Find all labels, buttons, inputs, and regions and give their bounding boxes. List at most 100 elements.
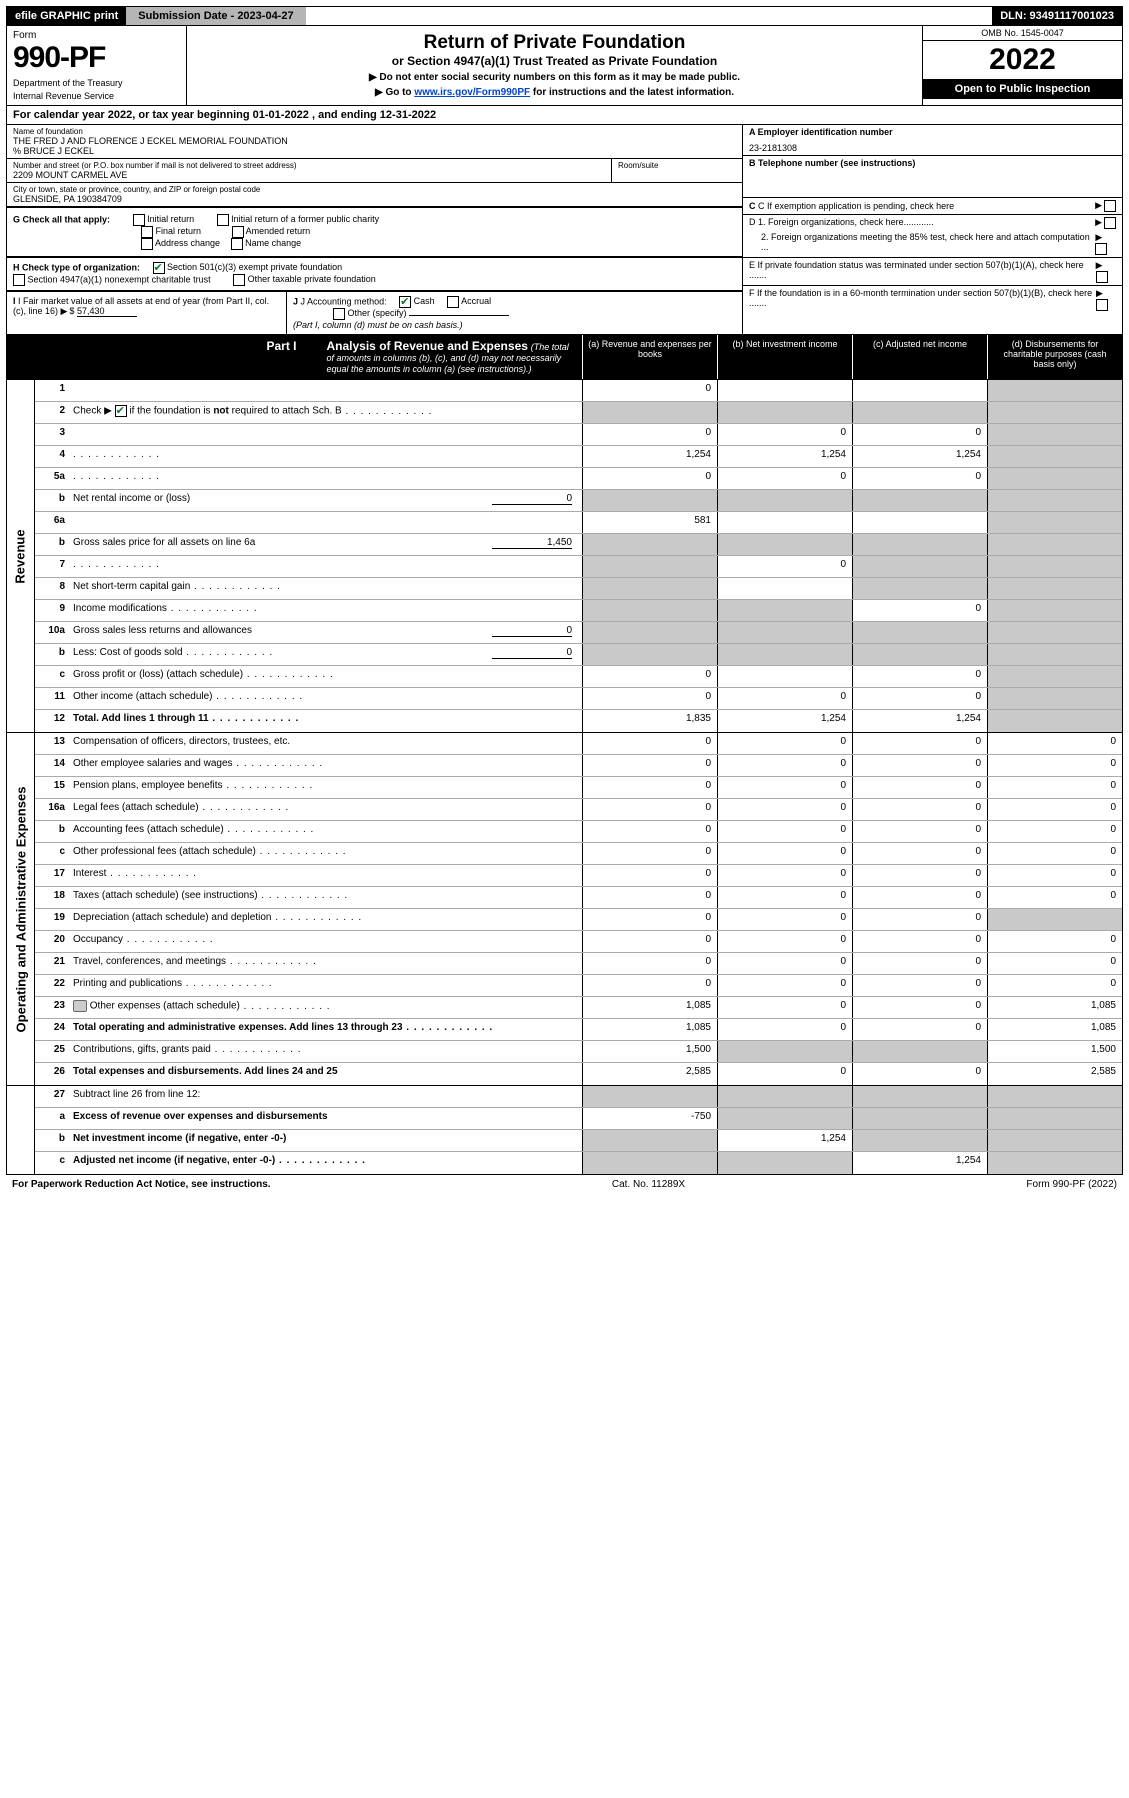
line-24: 24Total operating and administrative exp…: [35, 1019, 1122, 1041]
line-desc: Legal fees (attach schedule): [69, 799, 582, 820]
col-d: 0: [987, 865, 1122, 886]
col-a: [582, 644, 717, 665]
501c3-checkbox[interactable]: [153, 262, 165, 274]
col-c: 0: [852, 468, 987, 489]
col-a: [582, 534, 717, 555]
line-number: 13: [35, 733, 69, 754]
col-c: 0: [852, 931, 987, 952]
col-c: 1,254: [852, 446, 987, 467]
line-number: 21: [35, 953, 69, 974]
line-27: 27Subtract line 26 from line 12:: [35, 1086, 1122, 1108]
col-b: 0: [717, 799, 852, 820]
col-c: 0: [852, 997, 987, 1018]
line-1: 10: [35, 380, 1122, 402]
col-a: 0: [582, 666, 717, 687]
col-a: 1,500: [582, 1041, 717, 1062]
col-c: 0: [852, 843, 987, 864]
initial-return-checkbox[interactable]: [133, 214, 145, 226]
col-d: [987, 600, 1122, 621]
schb-checkbox[interactable]: [115, 405, 127, 417]
col-d: [987, 666, 1122, 687]
accrual-checkbox[interactable]: [447, 296, 459, 308]
part1-header: Part I Analysis of Revenue and Expenses …: [6, 335, 1123, 380]
address-change-checkbox[interactable]: [141, 238, 153, 250]
irs-link[interactable]: www.irs.gov/Form990PF: [414, 87, 530, 98]
other-method-checkbox[interactable]: [333, 308, 345, 320]
col-c: [852, 556, 987, 577]
line-desc: Depreciation (attach schedule) and deple…: [69, 909, 582, 930]
line-b: bLess: Cost of goods sold0: [35, 644, 1122, 666]
ein-value: 23-2181308: [749, 143, 1116, 153]
line-number: 2: [35, 402, 69, 423]
line-desc: Other employee salaries and wages: [69, 755, 582, 776]
col-b: [717, 622, 852, 643]
col-d: [987, 622, 1122, 643]
amended-return-checkbox[interactable]: [232, 226, 244, 238]
col-a: [582, 556, 717, 577]
submission-date: Submission Date - 2023-04-27: [126, 7, 305, 25]
line-desc: Accounting fees (attach schedule): [69, 821, 582, 842]
e-checkbox[interactable]: [1096, 271, 1108, 283]
col-b: 0: [717, 997, 852, 1018]
name-change-checkbox[interactable]: [231, 238, 243, 250]
d2-checkbox[interactable]: [1095, 243, 1107, 255]
former-public-charity-checkbox[interactable]: [217, 214, 229, 226]
final-return-checkbox[interactable]: [141, 226, 153, 238]
cash-checkbox[interactable]: [399, 296, 411, 308]
col-a-header: (a) Revenue and expenses per books: [582, 335, 717, 379]
line-16a: 16aLegal fees (attach schedule)0000: [35, 799, 1122, 821]
col-a: 0: [582, 468, 717, 489]
col-b: [717, 490, 852, 511]
col-b: 1,254: [717, 1130, 852, 1151]
line-number: b: [35, 490, 69, 511]
j-note: (Part I, column (d) must be on cash basi…: [293, 320, 463, 330]
col-b: 0: [717, 1019, 852, 1040]
col-c: [852, 1041, 987, 1062]
line-desc: Interest: [69, 865, 582, 886]
paperwork-notice: For Paperwork Reduction Act Notice, see …: [12, 1179, 271, 1190]
col-b-header: (b) Net investment income: [717, 335, 852, 379]
col-a: [582, 578, 717, 599]
line-number: 22: [35, 975, 69, 996]
col-d: [987, 556, 1122, 577]
g-label: G Check all that apply:: [13, 214, 110, 224]
col-c: 1,254: [852, 1152, 987, 1174]
col-d: [987, 468, 1122, 489]
revenue-side-label: Revenue: [7, 380, 35, 732]
col-c: [852, 512, 987, 533]
ein-label: A Employer identification number: [749, 127, 1116, 137]
line-number: 16a: [35, 799, 69, 820]
inline-value: 0: [492, 625, 572, 637]
col-b: 0: [717, 1063, 852, 1085]
efile-print-button[interactable]: efile GRAPHIC print: [7, 7, 126, 25]
line-desc: Subtract line 26 from line 12:: [69, 1086, 582, 1107]
col-c: 0: [852, 424, 987, 445]
col-b: 0: [717, 909, 852, 930]
c-checkbox[interactable]: [1104, 200, 1116, 212]
line-number: c: [35, 1152, 69, 1174]
f-checkbox[interactable]: [1096, 299, 1108, 311]
4947a1-checkbox[interactable]: [13, 274, 25, 286]
line-3: 3000: [35, 424, 1122, 446]
col-a: [582, 402, 717, 423]
col-a: 581: [582, 512, 717, 533]
col-a: 0: [582, 688, 717, 709]
line-desc: Occupancy: [69, 931, 582, 952]
dept-line-1: Department of the Treasury: [13, 78, 180, 88]
street-address: 2209 MOUNT CARMEL AVE: [13, 170, 605, 180]
line-5a: 5a000: [35, 468, 1122, 490]
col-d: [987, 1152, 1122, 1174]
c-label: C C If exemption application is pending,…: [749, 201, 954, 211]
line-desc: Gross sales price for all assets on line…: [69, 534, 582, 555]
other-taxable-checkbox[interactable]: [233, 274, 245, 286]
city-state-zip: GLENSIDE, PA 190384709: [13, 194, 736, 204]
d1-checkbox[interactable]: [1104, 217, 1116, 229]
col-c: 0: [852, 777, 987, 798]
line-desc: Gross sales less returns and allowances0: [69, 622, 582, 643]
col-c: [852, 380, 987, 401]
line-desc: Less: Cost of goods sold0: [69, 644, 582, 665]
attachment-icon[interactable]: [73, 1000, 87, 1012]
form-title-block: Return of Private Foundation or Section …: [187, 26, 922, 105]
d2-label: 2. Foreign organizations meeting the 85%…: [749, 232, 1095, 255]
line-desc: Excess of revenue over expenses and disb…: [69, 1108, 582, 1129]
